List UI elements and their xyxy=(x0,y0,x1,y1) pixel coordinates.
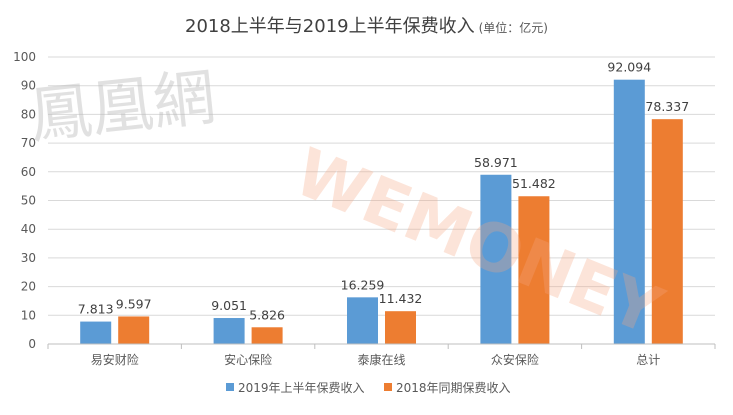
data-label: 16.259 xyxy=(341,277,385,292)
bars-layer xyxy=(80,79,683,345)
y-tick-label: 0 xyxy=(28,337,36,351)
watermark-chinese: 鳳凰網 xyxy=(26,60,219,152)
chart-title-text: 2018上半年与2019上半年保费收入 xyxy=(185,16,475,37)
data-label: 9.597 xyxy=(116,296,152,311)
legend: 2019年上半年保费收入 2018年同期保费收入 xyxy=(226,381,511,395)
chart-unit-note: (单位：亿元) xyxy=(478,21,548,35)
data-label: 7.813 xyxy=(78,302,114,317)
bar xyxy=(118,316,150,344)
y-tick-label: 60 xyxy=(21,165,36,179)
y-tick-label: 20 xyxy=(21,280,36,294)
data-label: 9.051 xyxy=(211,298,247,313)
bar xyxy=(385,311,416,344)
data-label: 5.826 xyxy=(249,307,285,322)
y-tick-label: 30 xyxy=(21,251,36,265)
y-tick-label: 50 xyxy=(21,194,36,208)
x-tick-label: 安心保险 xyxy=(224,352,272,367)
x-tick-label: 众安保险 xyxy=(491,352,539,367)
y-tick-label: 100 xyxy=(13,50,36,64)
data-label: 92.094 xyxy=(607,60,651,75)
y-tick-label: 70 xyxy=(21,136,36,150)
bar xyxy=(480,174,512,344)
y-tick-label: 80 xyxy=(21,107,36,121)
y-tick-label: 40 xyxy=(21,222,36,236)
bar xyxy=(347,297,378,344)
bar xyxy=(251,327,283,344)
legend-label: 2018年同期保费收入 xyxy=(396,381,511,395)
bar xyxy=(613,79,645,345)
data-label: 51.482 xyxy=(512,176,556,191)
bar xyxy=(651,119,683,344)
bar xyxy=(213,318,245,344)
data-label: 11.432 xyxy=(379,291,423,306)
y-tick-label: 10 xyxy=(21,308,36,322)
x-tick-label: 易安财险 xyxy=(91,352,139,367)
x-tick-label: 泰康在线 xyxy=(357,352,405,367)
chart-title: 2018上半年与2019上半年保费收入 (单位：亿元) xyxy=(0,12,733,38)
legend-swatch xyxy=(226,383,234,391)
x-tick-label: 总计 xyxy=(636,353,660,367)
data-label: 58.971 xyxy=(474,155,518,170)
data-label: 78.337 xyxy=(645,99,689,114)
legend-swatch xyxy=(384,383,392,391)
gridlines xyxy=(48,56,715,345)
y-tick-label: 90 xyxy=(21,79,36,93)
y-axis-ticks: 0 10 20 30 40 50 60 70 80 90 100 xyxy=(13,50,36,351)
legend-label: 2019年上半年保费收入 xyxy=(238,381,365,395)
bar xyxy=(518,196,550,344)
bar xyxy=(80,321,112,344)
x-axis: 易安财险 安心保险 泰康在线 众安保险 总计 xyxy=(47,343,716,367)
